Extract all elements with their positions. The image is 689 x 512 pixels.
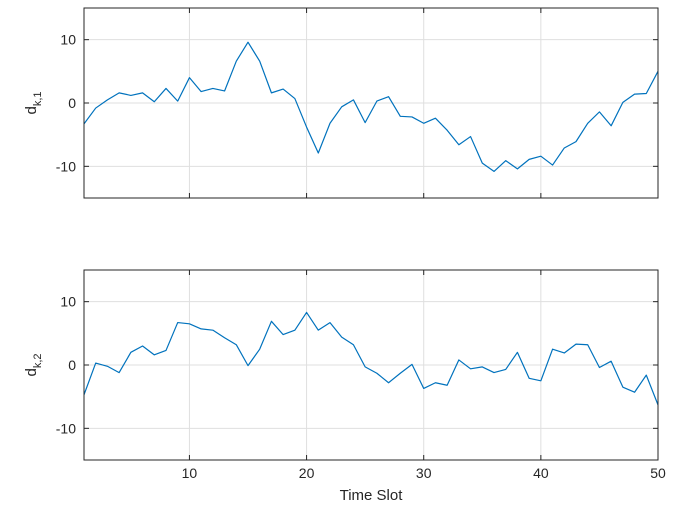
y-tick-label: -10 (56, 158, 76, 174)
subplot-bottom: 10 20 30 40 50 -10 0 10 dk,2 (23, 269, 666, 481)
y-axis-label: dk,1 (23, 91, 44, 114)
x-axis-label: Time Slot (340, 487, 404, 504)
x-tick-label: 20 (299, 465, 315, 481)
x-tick-label: 30 (416, 465, 432, 481)
y-tick-label: 0 (68, 95, 76, 111)
y-tick-label: 10 (60, 294, 76, 310)
subplot-top: -10 0 10 dk,1 (23, 7, 659, 199)
x-tick-label: 50 (650, 465, 666, 481)
y-tick-label: -10 (56, 420, 76, 436)
series-line (83, 311, 659, 406)
y-axis-label: dk,2 (23, 353, 44, 376)
series-line (83, 41, 659, 172)
y-tick-label: 0 (68, 357, 76, 373)
x-tick-label: 40 (533, 465, 549, 481)
x-tick-label: 10 (182, 465, 198, 481)
y-tick-label: 10 (60, 32, 76, 48)
